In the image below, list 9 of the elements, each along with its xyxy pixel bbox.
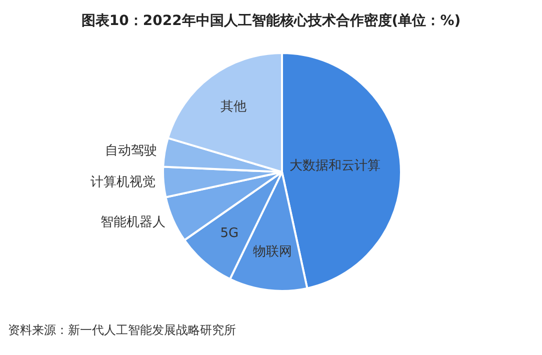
slice-label: 5G [220, 226, 239, 241]
slice-label: 自动驾驶 [104, 143, 157, 158]
slice-label: 物联网 [252, 244, 292, 260]
text: 资料来源：新一代人工智能发展战略研究所 [8, 322, 236, 339]
slice-label: 其他 [220, 100, 247, 115]
chart-title: 图表10：2022年中国人工智能核心技术合作密度(单位：%) [80, 12, 462, 30]
slice-label: 计算机视觉 [90, 175, 156, 190]
slice-label: 大数据和云计算 [290, 158, 381, 174]
slice-label: 智能机器人 [100, 215, 166, 230]
